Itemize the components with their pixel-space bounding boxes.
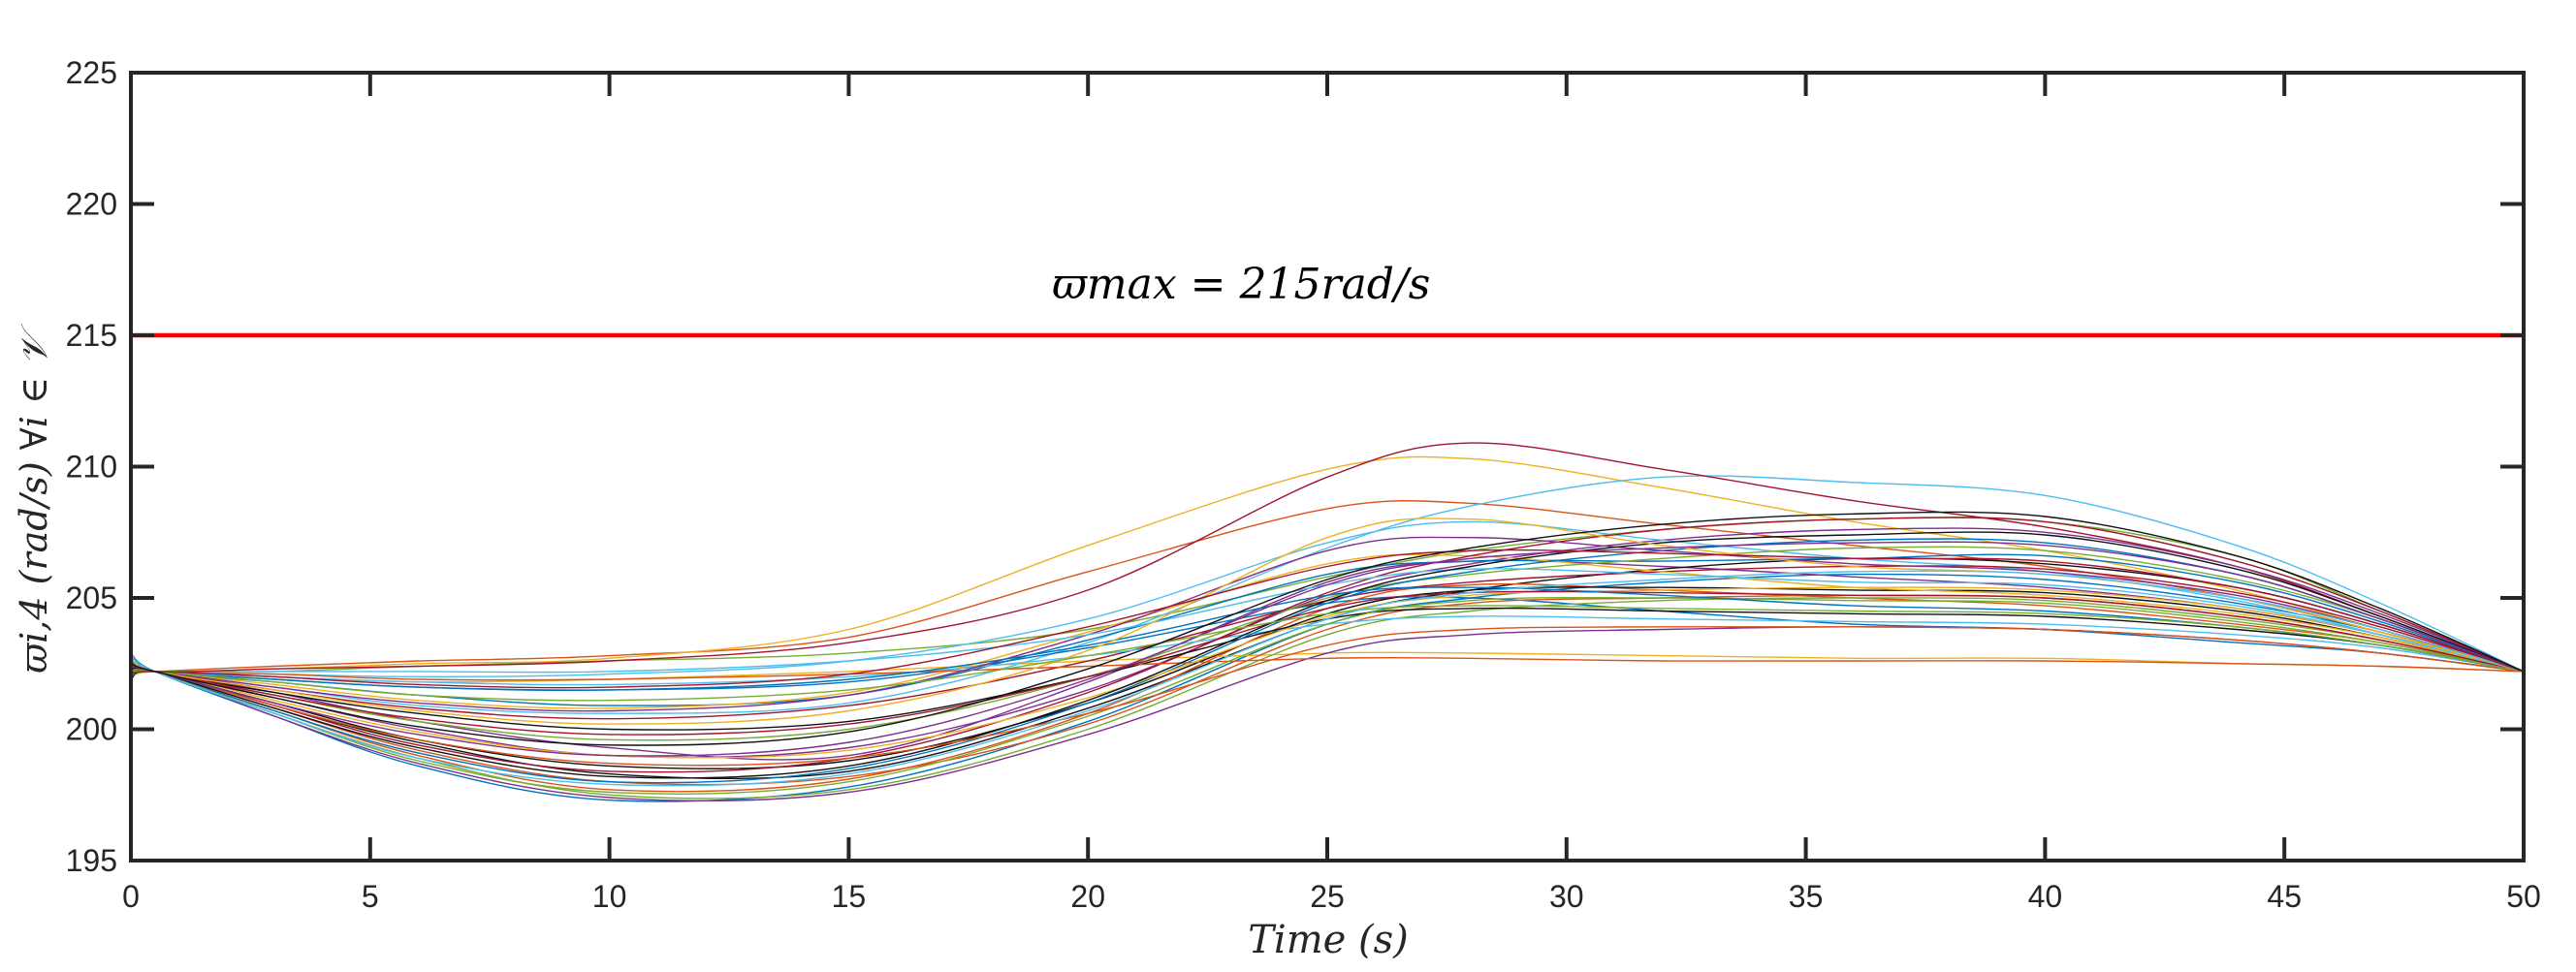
series-line-trajectory-34 [130,625,2525,767]
series-line-trajectory-10 [130,582,2525,793]
x-axis-label: Time (s) [1248,918,1409,962]
series-line-trajectory-31 [130,590,2525,736]
y-tick-label-210: 210 [66,450,117,485]
series-line-trajectory-39 [130,549,2525,689]
series-line-trajectory-36 [130,541,2525,757]
x-tick-label-15: 15 [832,879,867,914]
y-tick-label-225: 225 [66,55,117,90]
x-tick-label-25: 25 [1310,879,1345,914]
series-line-trajectory-7 [130,442,2525,674]
series-line-trajectory-26 [130,655,2525,681]
series-line-trajectory-22 [130,615,2525,686]
axes-layer: 0 5 10 15 20 25 30 35 40 45 50 195 200 205 210 215 220 22… [66,55,2541,914]
series-line-trajectory-6 [130,475,2525,714]
y-tick-label-200: 200 [66,712,117,747]
x-tick-label-30: 30 [1549,879,1584,914]
y-tick-label-195: 195 [66,843,117,878]
series-line-trajectory-29 [130,596,2525,795]
series-line-trajectory-24 [130,607,2525,731]
series-line-trajectory-30 [130,568,2525,674]
series-line-trajectory-15 [130,565,2525,720]
series-line-trajectory-27 [130,586,2525,759]
series-line-trajectory-40 [130,511,2525,746]
series-line-trajectory-3 [130,455,2525,673]
series-line-trajectory-11 [130,651,2525,683]
series-line-trajectory-37 [130,605,2525,702]
x-tick-label-5: 5 [362,879,379,914]
series-line-trajectory-14 [130,520,2525,678]
x-tick-label-35: 35 [1789,879,1824,914]
x-tick-label-40: 40 [2028,879,2063,914]
series-line-trajectory-28 [130,536,2525,712]
y-tick-label-220: 220 [66,187,117,222]
series-line-trajectory-25 [130,538,2525,784]
series-line-trajectory-38 [130,570,2525,787]
x-tick-label-20: 20 [1070,879,1105,914]
series-line-trajectory-32 [130,531,2525,779]
series-line-trajectory-21 [130,546,2525,741]
series-line-trajectory-23 [130,517,2525,773]
y-axis-label: ϖi,4 (rad/s) ∀i ∈ 𝒱 [13,324,55,674]
y-tick-label-205: 205 [66,580,117,615]
series-layer [130,442,2525,802]
limit-annotation: ϖmax = 215rad/s [1052,260,1430,309]
x-tick-label-0: 0 [122,879,140,914]
series-line-trajectory-19 [130,553,2525,709]
x-tick-label-10: 10 [592,879,627,914]
series-line-trajectory-33 [130,586,2525,691]
x-tick-label-50: 50 [2506,879,2541,914]
series-line-trajectory-12 [130,527,2525,759]
y-tick-label-215: 215 [66,318,117,353]
x-tick-label-45: 45 [2267,879,2302,914]
